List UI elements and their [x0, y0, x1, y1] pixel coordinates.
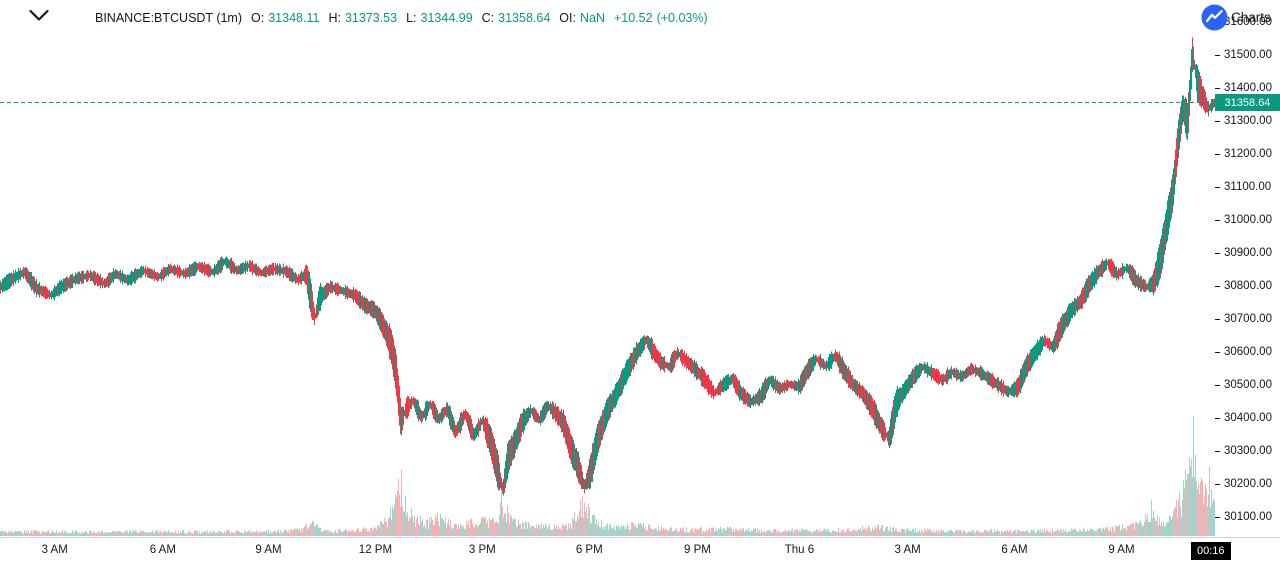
last-price-badge: 31358.64	[1215, 94, 1280, 112]
chevron-down-icon	[29, 9, 49, 21]
time-tick-label: 6 AM	[1001, 544, 1028, 556]
low-field: L: 31344.99	[406, 11, 473, 25]
time-tick-label: Thu 6	[784, 544, 815, 556]
price-tick-label: 30700.00	[1215, 313, 1272, 325]
tick-mark	[1215, 516, 1220, 518]
time-tick-label: 9 PM	[683, 544, 711, 556]
price-tick-label: 31100.00	[1215, 181, 1271, 193]
time-tick-label: 12 PM	[358, 544, 393, 556]
high-value: 31373.53	[344, 11, 398, 25]
time-tick-label: 9 AM	[1108, 544, 1135, 556]
attribution-label: Charts	[1231, 10, 1271, 25]
tick-mark	[1215, 120, 1220, 122]
legend-collapse-button[interactable]	[29, 9, 49, 23]
time-tick-label: 3 AM	[41, 544, 68, 556]
chart-legend: BINANCE:BTCUSDT (1m) O: 31348.11 H: 3137…	[95, 11, 708, 25]
volume-bars-up	[0, 416, 1215, 536]
price-tick-label: 30900.00	[1215, 247, 1272, 259]
tick-mark	[1215, 153, 1220, 155]
oi-field: OI: NaN	[559, 11, 605, 25]
price-tick-label: 30400.00	[1215, 412, 1272, 424]
price-axis[interactable]: 31600.00 31500.00 31400.00 31300.00 31200.00…	[1215, 0, 1280, 537]
price-tick-label: 30800.00	[1215, 280, 1272, 292]
tick-mark	[1215, 252, 1220, 254]
price-tick-label: 30300.00	[1215, 445, 1272, 457]
candlestick-chart[interactable]	[0, 0, 1215, 537]
open-label: O:	[251, 11, 265, 25]
close-value: 31358.64	[498, 11, 551, 25]
time-tick-label: 6 PM	[575, 544, 603, 556]
price-tick-label: 31200.00	[1215, 148, 1272, 160]
open-value: 31348.11	[268, 11, 320, 25]
time-tick-label: 6 AM	[149, 544, 176, 556]
change-value: +10.52	[613, 11, 653, 25]
price-tick-label: 31400.00	[1215, 82, 1272, 94]
price-tick-label: 30100.00	[1215, 511, 1272, 523]
tick-mark	[1215, 483, 1220, 485]
tick-mark	[1215, 417, 1220, 419]
tick-mark	[1215, 285, 1220, 287]
time-tick-label: 3 PM	[468, 544, 496, 556]
price-tick-label: 31500.00	[1215, 49, 1272, 61]
low-value: 31344.99	[420, 11, 473, 25]
time-axis[interactable]: 3 AM 6 AM 9 AM 12 PM 3 PM 6 PM 9 PM Thu 6 3 AM 6 …	[0, 537, 1280, 569]
tick-mark	[1215, 384, 1220, 386]
close-label: C:	[481, 11, 495, 25]
tick-mark	[1215, 351, 1220, 353]
price-tick-label: 31300.00	[1215, 115, 1272, 127]
volume-bars-down	[1, 459, 1210, 536]
low-label: L:	[406, 11, 417, 25]
oi-value: NaN	[579, 11, 605, 25]
change-percent-value: (+0.03%)	[656, 11, 708, 25]
time-tick-label: 9 AM	[255, 544, 282, 556]
price-tick-label: 31000.00	[1215, 214, 1272, 226]
price-tick-label: 30500.00	[1215, 379, 1272, 391]
tick-mark	[1215, 54, 1220, 56]
tradingview-attribution[interactable]: Charts	[1201, 4, 1271, 31]
tradingview-logo-icon	[1201, 4, 1228, 31]
bar-close-countdown: 00:16	[1191, 542, 1231, 560]
tick-mark	[1215, 318, 1220, 320]
close-field: C: 31358.64	[482, 11, 551, 25]
candles-down	[0, 37, 1215, 494]
candles-up	[1, 46, 1213, 496]
high-field: H: 31373.53	[328, 11, 397, 25]
oi-label: OI:	[559, 11, 576, 25]
change-field: +10.52 (+0.03%)	[614, 11, 708, 25]
symbol-label[interactable]: BINANCE:BTCUSDT (1m)	[95, 11, 243, 25]
tick-mark	[1215, 450, 1220, 452]
tick-mark	[1215, 186, 1220, 188]
price-tick-label: 30600.00	[1215, 346, 1272, 358]
tick-mark	[1215, 87, 1220, 89]
high-label: H:	[328, 11, 341, 25]
tick-mark	[1215, 219, 1220, 221]
open-field: O: 31348.11	[251, 11, 319, 25]
time-tick-label: 3 AM	[894, 544, 921, 556]
price-tick-label: 30200.00	[1215, 478, 1272, 490]
